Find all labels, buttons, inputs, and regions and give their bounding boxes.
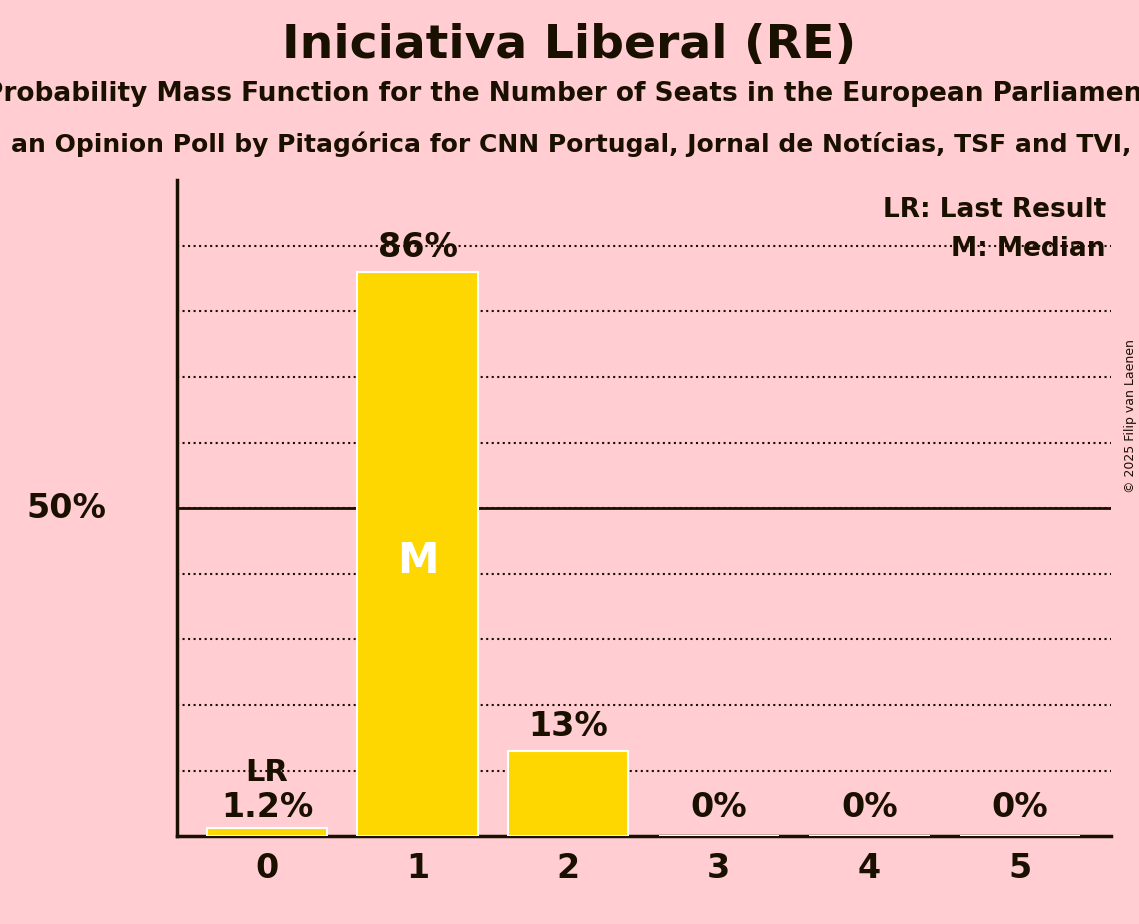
Text: M: Median: M: Median <box>951 236 1106 261</box>
Bar <box>358 272 478 836</box>
Text: an Opinion Poll by Pitagórica for CNN Portugal, Jornal de Notícias, TSF and TVI,: an Opinion Poll by Pitagórica for CNN Po… <box>11 131 1139 157</box>
Text: M: M <box>396 540 439 582</box>
Text: 0%: 0% <box>992 792 1049 824</box>
Text: LR: Last Result: LR: Last Result <box>883 197 1106 223</box>
Text: Probability Mass Function for the Number of Seats in the European Parliament: Probability Mass Function for the Number… <box>0 81 1139 107</box>
Text: 13%: 13% <box>528 710 608 743</box>
Text: 86%: 86% <box>378 231 458 264</box>
Text: Iniciativa Liberal (RE): Iniciativa Liberal (RE) <box>282 23 857 68</box>
Text: © 2025 Filip van Laenen: © 2025 Filip van Laenen <box>1124 339 1137 492</box>
Text: 0%: 0% <box>690 792 747 824</box>
Bar <box>206 828 327 836</box>
Text: 50%: 50% <box>26 492 107 525</box>
Bar <box>508 751 629 836</box>
Text: LR: LR <box>246 758 288 787</box>
Text: 0%: 0% <box>842 792 898 824</box>
Text: 1.2%: 1.2% <box>221 792 313 824</box>
